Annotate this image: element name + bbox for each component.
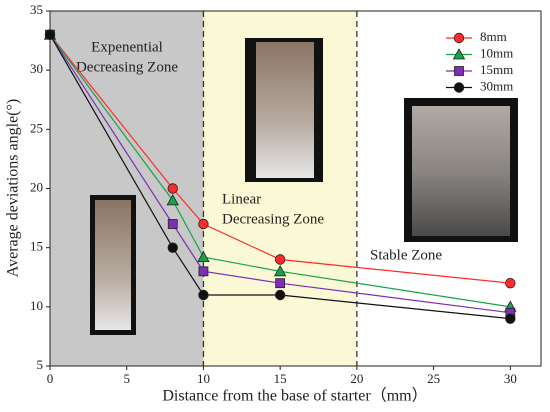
y-axis-title: Average deviations angle(°) [5,99,22,277]
x-tick-label: 15 [274,371,287,386]
photo [95,200,131,330]
marker [453,32,465,44]
y-tick-label: 5 [37,357,44,372]
y-tick-label: 15 [30,239,43,254]
y-tick-label: 10 [30,298,43,313]
marker [505,313,516,324]
x-tick-label: 10 [197,371,210,386]
y-tick-label: 25 [30,120,43,135]
marker [197,250,210,263]
marker [274,289,286,301]
marker [44,29,56,40]
marker [452,48,466,60]
marker [167,183,178,194]
x-tick-label: 20 [350,371,363,386]
legend-label: 10mm [480,45,513,60]
zone-label: Stable Zone [370,247,442,263]
marker [198,266,209,277]
photo [412,106,510,236]
y-tick-label: 20 [30,179,43,194]
zone-label: Decreasing Zone [76,59,178,75]
y-tick-label: 30 [30,61,43,76]
legend-label: 8mm [480,29,507,44]
x-axis-title: Distance from the base of starter（mm） [162,387,427,405]
photo [256,42,314,178]
marker [273,265,287,277]
legend-label: 15mm [480,62,513,77]
x-tick-label: 0 [47,371,54,386]
marker [454,66,464,76]
marker [166,194,179,206]
marker [275,278,286,289]
x-tick-label: 5 [123,371,130,386]
marker [274,254,286,265]
x-tick-label: 30 [504,371,517,386]
zone-label: Decreasing Zone [222,211,324,227]
legend-label: 30mm [480,78,513,93]
marker [453,82,465,93]
zone-label: Linear [222,191,261,207]
marker [505,277,516,289]
marker [198,218,209,230]
y-tick-label: 35 [30,2,43,17]
marker [198,289,209,301]
zone-label: Expenential [91,39,163,55]
x-tick-label: 25 [427,371,440,386]
marker [167,242,178,253]
marker [167,219,178,229]
